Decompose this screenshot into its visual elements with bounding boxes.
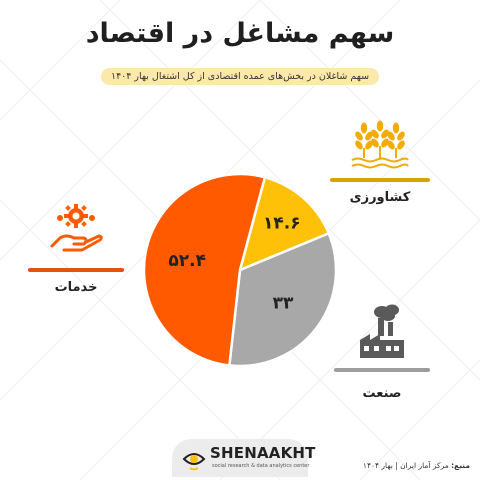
agriculture-bar — [330, 178, 430, 182]
factory-icon — [360, 304, 404, 358]
pie-slice-services — [142, 172, 267, 367]
pie-slice-industry — [227, 231, 338, 368]
agriculture-legend: کشاورزی — [330, 118, 430, 205]
pie-label-agriculture: ۱۴.۶ — [263, 213, 301, 233]
services-label: خدمات — [54, 280, 98, 295]
brand-name: SHENAAKHT — [210, 444, 316, 462]
pie-slice-agriculture — [238, 175, 331, 273]
pie-label-industry: ۳۳ — [273, 293, 294, 313]
industry-label: صنعت — [362, 386, 402, 401]
services-bar — [28, 268, 124, 272]
source-note: منبع: مرکز آمار ایران | بهار ۱۴۰۴ — [363, 461, 470, 470]
source-label: منبع: — [451, 461, 470, 470]
industry-bar — [334, 368, 430, 372]
industry-legend: صنعت — [334, 302, 430, 401]
eye-logo-icon — [182, 453, 206, 471]
source-text: مرکز آمار ایران | بهار ۱۴۰۴ — [362, 461, 449, 470]
page-subtitle: سهم شاغلان در بخش‌های عمده اقتصادی از کل… — [100, 68, 380, 85]
pie-label-services: ۵۲.۴ — [168, 251, 206, 271]
services-legend: خدمات — [28, 202, 124, 295]
hand-gear-icon — [50, 204, 103, 252]
wheat-icon — [351, 120, 409, 169]
page-title: سهم مشاغل در اقتصاد — [85, 18, 395, 49]
agriculture-label: کشاورزی — [349, 190, 411, 205]
brand-tagline: social research & data analytics center — [212, 463, 310, 469]
